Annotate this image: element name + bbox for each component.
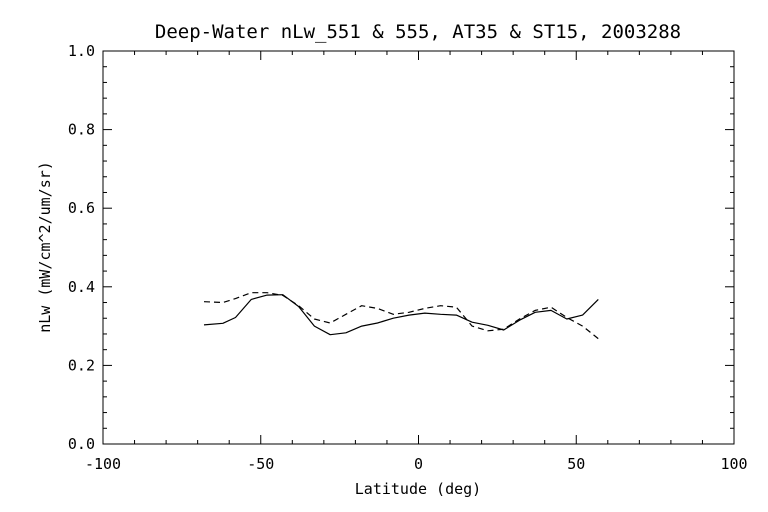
axis-ticks: -100 -50 0 50 100 0.0 0.2 0.4 0.6 0.8 1.0: [68, 42, 748, 473]
y-axis-label: nLw (mW/cm^2/um/sr): [36, 161, 54, 333]
data-series: [203, 292, 599, 340]
y-tick-label: 1.0: [68, 42, 95, 60]
y-tick-label: 0.4: [68, 278, 95, 296]
y-tick-label: 0.6: [68, 199, 95, 217]
series-line-solid: [203, 294, 599, 336]
y-tick-label: 0.8: [68, 121, 95, 139]
y-tick-label: 0.2: [68, 356, 95, 374]
x-tick-label: 100: [720, 455, 747, 473]
y-tick-label: 0.0: [68, 435, 95, 453]
x-tick-label: -50: [247, 455, 274, 473]
series-line-dashed: [203, 292, 599, 340]
plot-frame: [102, 50, 735, 445]
x-tick-label: 0: [414, 455, 423, 473]
x-tick-label: -100: [85, 455, 121, 473]
x-tick-label: 50: [567, 455, 585, 473]
chart-title: Deep-Water nLw_551 & 555, AT35 & ST15, 2…: [155, 21, 681, 43]
x-axis-label: Latitude (deg): [355, 480, 481, 498]
